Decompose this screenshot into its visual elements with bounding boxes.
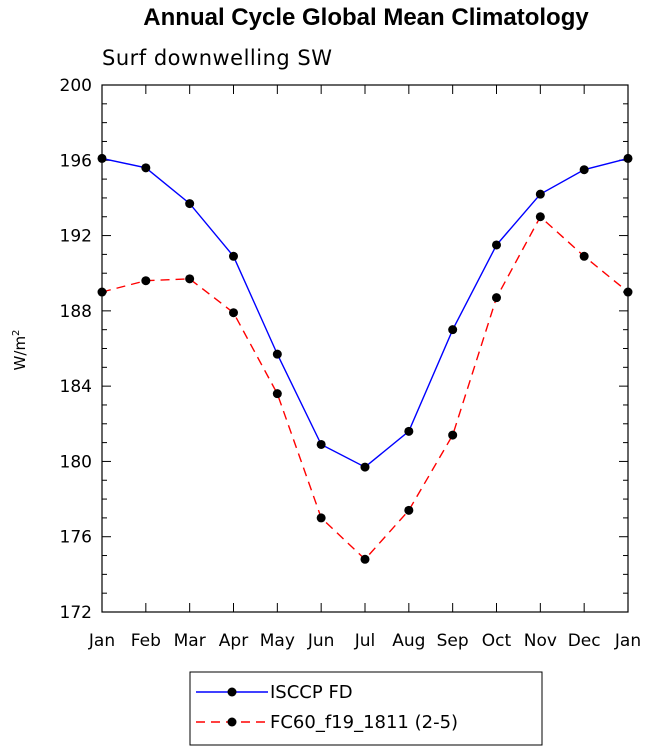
y-axis-label: W/m2 <box>11 330 29 371</box>
legend-marker-0 <box>227 687 237 697</box>
y-tick-label: 180 <box>60 452 92 472</box>
series-1-point <box>141 276 151 286</box>
series-0-point <box>185 199 195 209</box>
series-0-point <box>141 163 151 173</box>
x-tick-label: Sep <box>437 631 469 651</box>
series-layer <box>97 153 633 564</box>
y-axis-label-superscript: 2 <box>11 330 22 336</box>
x-tick-label: Dec <box>568 631 601 651</box>
x-tick-label: Feb <box>131 631 161 651</box>
plot-frame <box>101 84 629 613</box>
series-0-point <box>404 426 414 436</box>
series-0-point <box>229 251 238 261</box>
legend-box <box>189 671 543 746</box>
svg-text:W/m2: W/m2 <box>11 330 29 371</box>
chart-title: Annual Cycle Global Mean Climatology <box>143 4 589 31</box>
series-0-point <box>316 439 326 449</box>
x-tick-label: Oct <box>482 631 512 651</box>
series-1-point <box>316 513 326 523</box>
legend-label-1: FC60_f19_1811 (2-5) <box>270 712 458 733</box>
y-tick-label: 184 <box>60 377 92 397</box>
series-1-point <box>97 287 107 297</box>
series-1-point <box>360 554 370 564</box>
series-1-point <box>579 251 589 261</box>
legend-label-0: ISCCP FD <box>270 682 353 703</box>
series-1-point <box>448 430 458 440</box>
series-0-point <box>623 153 633 163</box>
series-0-point <box>272 349 282 359</box>
series-1-point <box>229 308 238 318</box>
series-0-point <box>97 153 107 163</box>
series-1-point <box>492 293 501 303</box>
y-axis-label-main: W/m <box>11 336 29 371</box>
series-1-point <box>185 274 195 284</box>
legend: ISCCP FD FC60_f19_1811 (2-5) <box>189 671 543 746</box>
tick-labels: Jan Feb Mar Apr May Jun Jul Aug Sep Oct Nov Dec Jan 1… <box>60 76 642 651</box>
y-tick-label: 200 <box>60 76 92 96</box>
y-tick-label: 172 <box>60 603 92 623</box>
series-1-point <box>623 287 633 297</box>
y-tick-label: 188 <box>60 302 92 322</box>
x-tick-label: Jan <box>88 631 115 651</box>
series-0-point <box>448 325 458 335</box>
x-tick-label: Jun <box>307 631 335 651</box>
legend-marker-1 <box>227 717 237 727</box>
y-tick-label: 192 <box>60 227 92 247</box>
series-0-point <box>360 462 370 472</box>
x-tick-label: Nov <box>524 631 557 651</box>
y-tick-label: 176 <box>60 528 92 548</box>
x-tick-label: Mar <box>174 631 206 651</box>
x-tick-label: Jan <box>614 631 641 651</box>
series-line-0 <box>101 157 629 468</box>
series-0-point <box>535 189 545 199</box>
series-0-point <box>579 165 589 175</box>
series-line-1 <box>101 215 629 561</box>
chart-subtitle: Surf downwelling SW <box>102 46 333 70</box>
plot-border <box>101 84 629 613</box>
series-0-point <box>492 240 501 250</box>
series-1-point <box>535 212 545 222</box>
x-tick-label: Apr <box>219 631 248 651</box>
series-1-point <box>272 389 282 399</box>
x-tick-label: May <box>260 631 295 651</box>
axis-ticks <box>101 84 629 613</box>
y-tick-label: 196 <box>60 151 92 171</box>
x-tick-label: Aug <box>392 631 425 651</box>
series-1-point <box>404 505 414 515</box>
x-tick-label: Jul <box>354 631 376 651</box>
